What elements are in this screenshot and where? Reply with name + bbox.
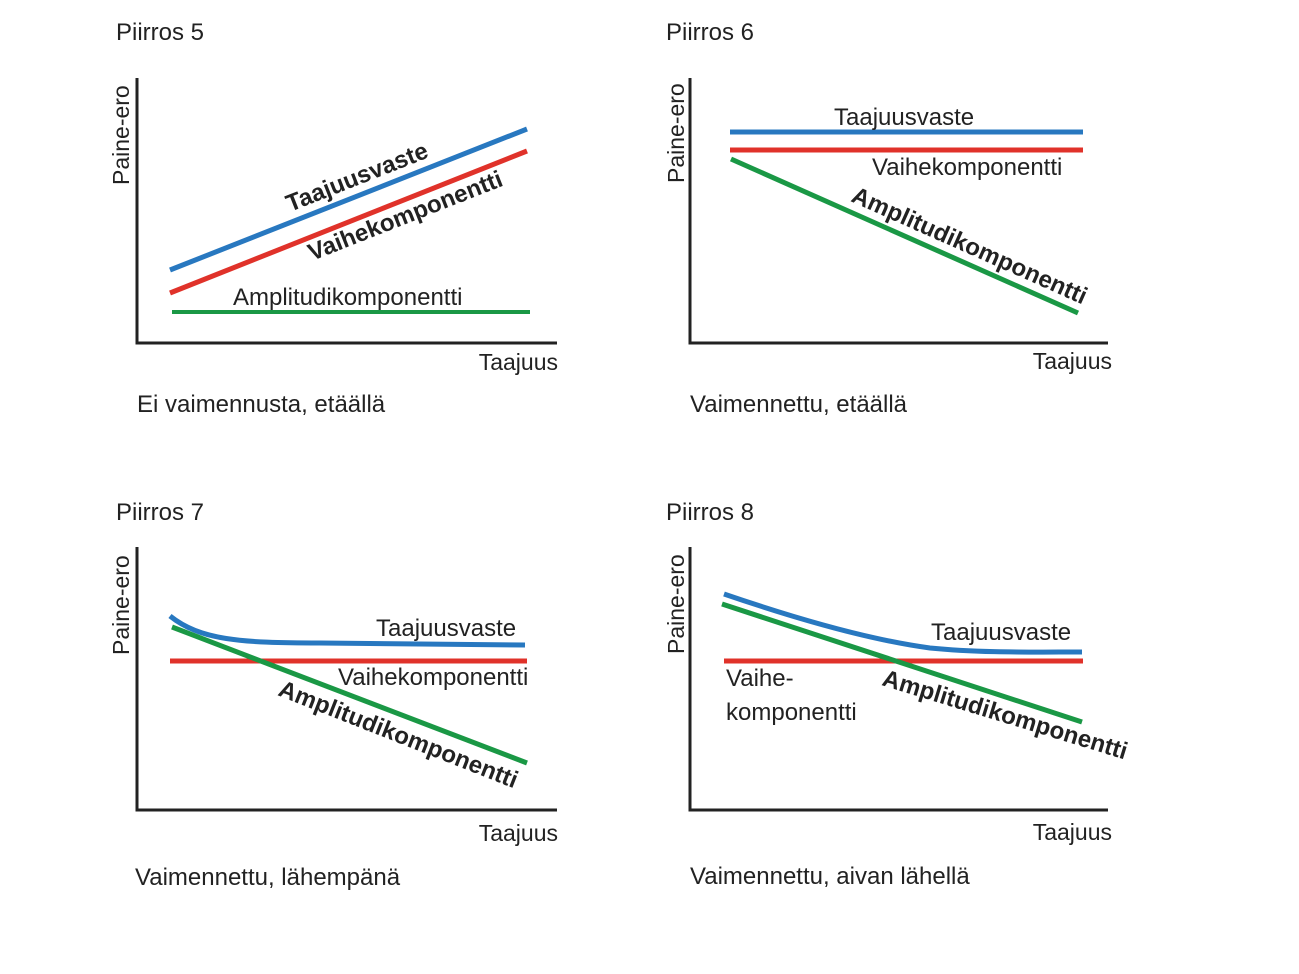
taajuusvaste-label: Taajuusvaste — [931, 619, 1071, 646]
axes — [688, 547, 1108, 812]
panel-caption: Vaimennettu, aivan lähellä — [690, 863, 970, 890]
amplitudikomponentti-label: Amplitudikomponentti — [233, 284, 462, 311]
panel-piirros-5: Piirros 5 Paine-ero Taajuus Taajuusvaste… — [108, 19, 558, 418]
x-axis-label: Taajuus — [1033, 819, 1112, 845]
x-axis-label: Taajuus — [479, 820, 558, 846]
panel-piirros-7: Piirros 7 Paine-ero Taajuus Taajuusvaste… — [108, 499, 558, 891]
panel-title: Piirros 8 — [666, 499, 754, 526]
vaihekomponentti-label: Vaihekomponentti — [872, 154, 1062, 181]
panel-title: Piirros 5 — [116, 19, 204, 46]
panel-title: Piirros 7 — [116, 499, 204, 526]
panel-caption: Vaimennettu, etäällä — [690, 391, 908, 418]
panel-piirros-8: Piirros 8 Paine-ero Taajuus Taajuusvaste… — [663, 499, 1131, 890]
amplitudikomponentti-label: Amplitudikomponentti — [848, 182, 1092, 310]
taajuusvaste-line — [169, 126, 528, 273]
vaihekomponentti-label-line2: komponentti — [726, 699, 857, 726]
axes — [688, 78, 1108, 345]
amplitudikomponentti-label: Amplitudikomponentti — [275, 675, 522, 793]
axes — [135, 78, 557, 345]
y-axis-label: Paine-ero — [108, 555, 134, 655]
amplitudikomponentti-line — [721, 601, 1083, 725]
y-axis-label: Paine-ero — [663, 554, 689, 654]
panel-title: Piirros 6 — [666, 19, 754, 46]
vaihekomponentti-label: Vaihekomponentti — [338, 664, 528, 691]
panel-caption: Ei vaimennusta, etäällä — [137, 391, 386, 418]
panel-piirros-6: Piirros 6 Paine-ero Taajuus Taajuusvaste… — [663, 19, 1112, 418]
axes — [135, 547, 557, 812]
x-axis-label: Taajuus — [1033, 348, 1112, 374]
taajuusvaste-label: Taajuusvaste — [376, 615, 516, 642]
panel-caption: Vaimennettu, lähempänä — [135, 864, 401, 891]
vaihekomponentti-label-line1: Vaihe- — [726, 665, 794, 692]
taajuusvaste-curve — [168, 614, 526, 648]
y-axis-label: Paine-ero — [663, 83, 689, 183]
y-axis-label: Paine-ero — [108, 85, 134, 185]
amplitudikomponentti-line — [171, 624, 528, 766]
amplitudikomponentti-label: Amplitudikomponentti — [879, 665, 1130, 765]
x-axis-label: Taajuus — [479, 349, 558, 375]
amplitudikomponentti-line — [729, 156, 1080, 316]
taajuusvaste-label: Taajuusvaste — [834, 104, 974, 131]
taajuusvaste-curve — [723, 591, 1083, 655]
vaihekomponentti-line — [169, 148, 528, 296]
